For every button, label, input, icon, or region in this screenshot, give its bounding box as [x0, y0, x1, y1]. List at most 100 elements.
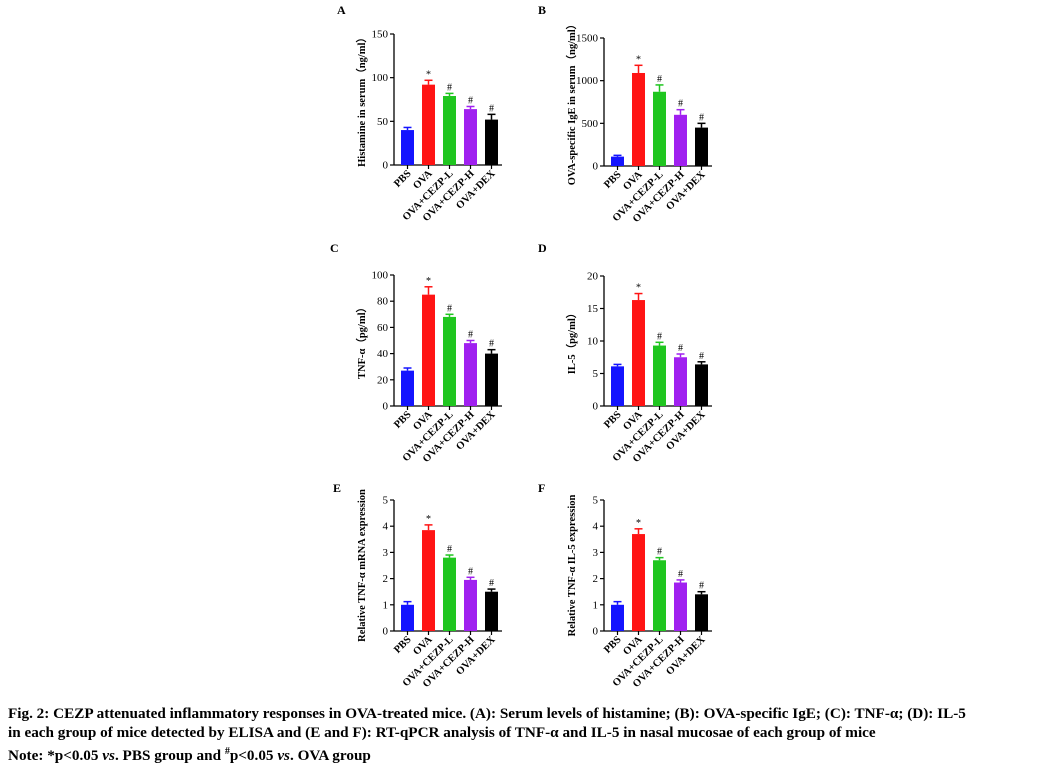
bar-ova — [422, 530, 435, 631]
bar-ova-cezp-h — [464, 109, 477, 165]
bar-ova — [632, 534, 645, 631]
y-tick-label: 500 — [582, 118, 599, 130]
bar-ova-cezp-h — [464, 579, 477, 631]
note-vs-1: vs — [102, 747, 115, 765]
y-tick-label: 15 — [587, 303, 599, 315]
y-tick-label: 100 — [372, 270, 389, 282]
note-mid-1: . PBS group and — [114, 747, 225, 765]
significance-mark: # — [699, 112, 704, 123]
y-tick-label: 150 — [372, 29, 389, 41]
y-tick-label: 1 — [383, 599, 389, 611]
bar-ova-cezp-l — [653, 91, 666, 166]
chart-panel-d: D05101520IL-5（pg/ml）PBS*OVA#OVA+CEZP-L#O… — [538, 241, 712, 465]
bar-ova-cezp-l — [443, 557, 456, 631]
panel-letter-f: F — [538, 481, 545, 495]
bar-ova — [422, 84, 435, 165]
bar-ova-dex — [695, 127, 708, 166]
x-tick-label: PBS — [392, 168, 414, 190]
significance-mark: * — [636, 283, 641, 294]
panel-letter-c: C — [330, 241, 339, 255]
y-axis-label: Histamine in serum（ng/ml） — [355, 32, 368, 167]
bar-pbs — [611, 604, 624, 631]
y-tick-label: 5 — [383, 495, 389, 507]
significance-mark: # — [489, 339, 494, 350]
chart-panel-e: E 0 1 2 3 4 5 Relative TNF-α mRNA expression PBS… — [333, 481, 502, 690]
bar-ova-dex — [695, 364, 708, 406]
caption-line-2: in each group of mice detected by ELISA … — [8, 724, 876, 741]
y-tick-label: 0 — [593, 401, 599, 413]
y-tick-label: 40 — [377, 348, 389, 360]
significance-mark: # — [468, 95, 473, 106]
bar-ova-cezp-l — [653, 560, 666, 631]
significance-mark: # — [678, 569, 683, 580]
bar-ova-dex — [485, 119, 498, 165]
y-axis-label: Relative TNF-α IL-5 expression — [567, 495, 578, 637]
x-tick-label: PBS — [602, 169, 624, 191]
bar-ova-cezp-l — [443, 96, 456, 165]
y-tick-label: 100 — [372, 72, 389, 84]
bar-pbs — [401, 370, 414, 406]
bar-ova-cezp-h — [674, 114, 687, 166]
significance-mark: # — [657, 547, 662, 558]
y-tick-label: 4 — [593, 521, 599, 533]
y-tick-label: 2 — [383, 573, 389, 585]
y-tick-label: 3 — [383, 547, 389, 559]
significance-mark: # — [468, 566, 473, 577]
figure-caption: Fig. 2: CEZP attenuated inflammatory res… — [8, 704, 1048, 765]
x-tick-label: PBS — [602, 634, 624, 656]
significance-mark: # — [489, 578, 494, 589]
y-axis-label: TNF-α（pg/ml） — [355, 302, 368, 379]
bar-pbs — [611, 156, 624, 166]
significance-mark: # — [447, 303, 452, 314]
y-tick-label: 5 — [593, 368, 599, 380]
bar-ova-cezp-l — [653, 345, 666, 406]
y-tick-label: 10 — [587, 336, 599, 348]
chart-panel-c: C020406080100TNF-α（pg/ml）PBS*OVA#OVA+CEZ… — [330, 241, 502, 465]
bar-pbs — [401, 130, 414, 165]
bar-pbs — [401, 604, 414, 631]
significance-mark: # — [447, 544, 452, 555]
y-tick-label: 0 — [383, 160, 389, 172]
y-tick-label: 50 — [377, 116, 389, 128]
bar-ova-cezp-h — [464, 343, 477, 406]
note-end: . OVA group — [289, 747, 371, 765]
significance-mark: # — [468, 330, 473, 341]
note-mid-2: p<0.05 — [229, 747, 278, 765]
bar-ova-cezp-h — [674, 357, 687, 406]
y-axis-label: OVA-specific IgE in serum（ng/ml） — [565, 19, 578, 185]
significance-mark: # — [678, 343, 683, 354]
y-tick-label: 80 — [377, 296, 389, 308]
panel-letter-d: D — [538, 241, 547, 255]
y-tick-label: 4 — [383, 521, 389, 533]
y-tick-label: 60 — [377, 322, 389, 334]
y-tick-label: 1000 — [576, 75, 599, 87]
significance-mark: # — [447, 82, 452, 93]
bar-ova-cezp-h — [674, 582, 687, 631]
significance-mark: # — [489, 103, 494, 114]
y-tick-label: 0 — [383, 401, 389, 413]
y-tick-label: 0 — [593, 161, 599, 173]
y-tick-label: 0 — [383, 626, 389, 638]
caption-line-1: Fig. 2: CEZP attenuated inflammatory res… — [8, 705, 966, 722]
significance-mark: * — [426, 514, 431, 525]
y-tick-label: 5 — [593, 495, 599, 507]
y-axis-label: Relative TNF-α mRNA expression — [357, 489, 368, 642]
y-tick-label: 20 — [377, 374, 389, 386]
significance-mark: # — [657, 74, 662, 85]
panel-letter-e: E — [333, 481, 341, 495]
significance-mark: * — [426, 69, 431, 80]
y-tick-label: 1500 — [576, 33, 599, 45]
bar-ova-dex — [485, 591, 498, 631]
y-tick-label: 0 — [593, 626, 599, 638]
note-prefix: Note: *p<0.05 — [8, 747, 103, 765]
significance-mark: * — [636, 54, 641, 65]
bar-ova-dex — [485, 353, 498, 406]
note-vs-2: vs — [277, 747, 290, 765]
significance-mark: # — [699, 351, 704, 362]
panel-letter-b: B — [538, 3, 546, 17]
bar-pbs — [611, 366, 624, 406]
x-tick-label: PBS — [602, 409, 624, 431]
